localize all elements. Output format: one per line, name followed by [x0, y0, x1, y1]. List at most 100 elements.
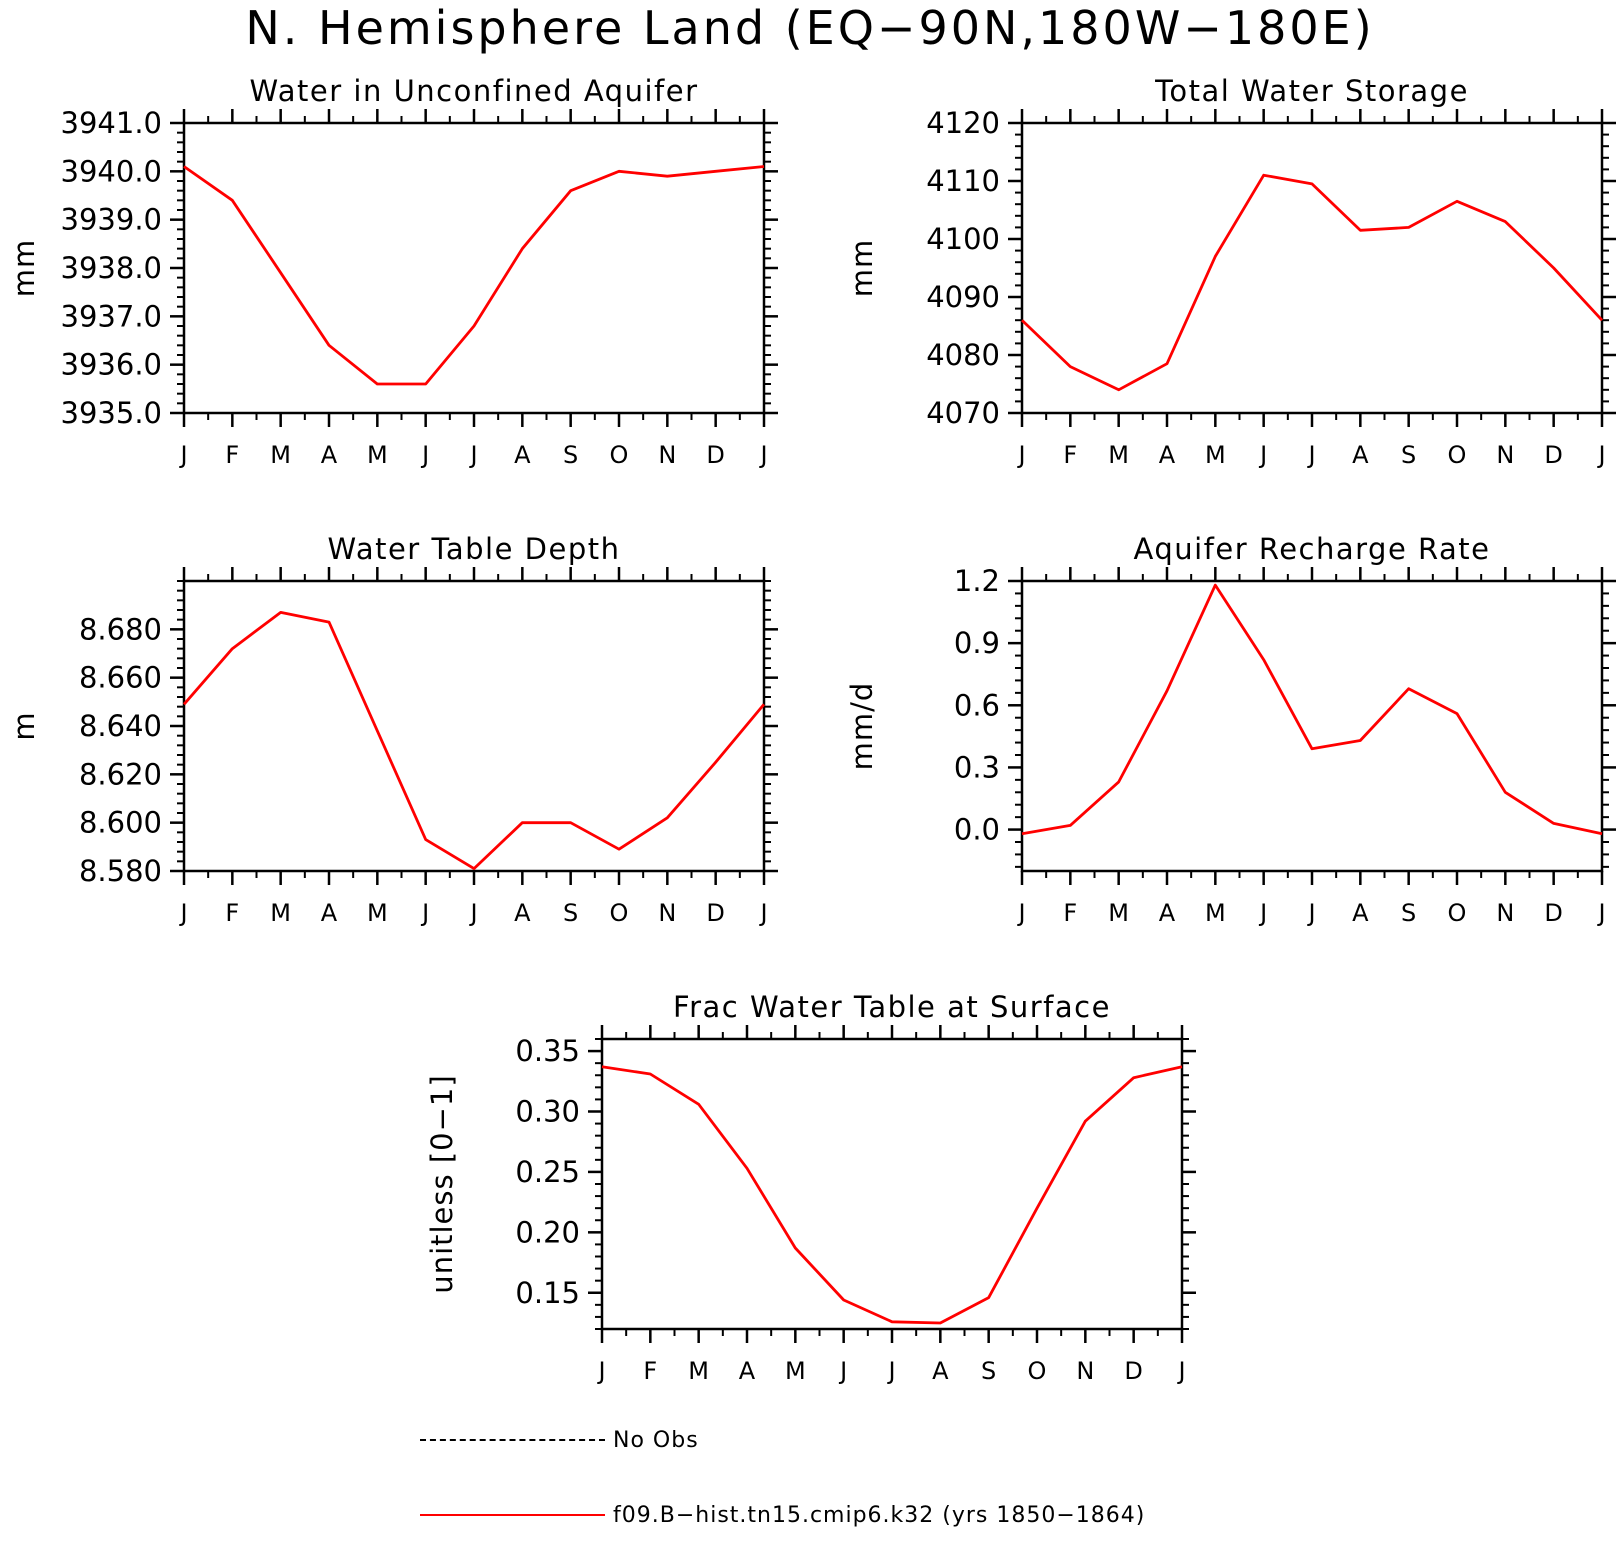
- x-tick-label: A: [932, 1357, 949, 1385]
- x-tick-label: A: [514, 899, 531, 927]
- y-axis-label: mm/d: [845, 682, 879, 771]
- x-tick-label: J: [838, 1357, 847, 1385]
- x-tick-label: J: [1176, 1357, 1185, 1385]
- legend-dashed-swatch: [420, 1439, 605, 1441]
- x-tick-label: M: [688, 1357, 709, 1385]
- x-tick-label: M: [1205, 899, 1226, 927]
- x-tick-label: N: [658, 441, 676, 469]
- x-tick-label: J: [1016, 441, 1025, 469]
- y-tick-label: 3936.0: [61, 348, 162, 382]
- x-tick-label: O: [610, 441, 629, 469]
- panel-title: Water Table Depth: [328, 532, 621, 566]
- x-tick-label: O: [1448, 899, 1467, 927]
- y-tick-label: 0.6: [954, 688, 1000, 722]
- legend: No Obs f09.B−hist.tn15.cmip6.k32 (yrs 18…: [420, 1425, 1220, 1535]
- charts-canvas: J F M A M J J A S O N D J 3935.0 3936.0 3937.0 3938.0 393…: [7, 74, 1616, 1385]
- y-tick-label: 3941.0: [61, 106, 162, 140]
- x-tick-label: J: [1306, 441, 1315, 469]
- y-tick-label: 8.600: [79, 806, 162, 840]
- legend-solid-swatch: [420, 1514, 605, 1516]
- x-tick-label: J: [468, 441, 477, 469]
- x-tick-label: N: [1076, 1357, 1094, 1385]
- x-tick-label: M: [367, 441, 388, 469]
- series-line: [182, 611, 766, 870]
- legend-entry-no-obs: No Obs: [420, 1425, 699, 1455]
- y-tick-label: 4120: [926, 106, 1000, 140]
- x-tick-label: N: [658, 899, 676, 927]
- y-axis-label: mm: [845, 239, 879, 298]
- x-tick-label: J: [178, 899, 187, 927]
- y-tick-label: 0.25: [515, 1155, 580, 1189]
- x-tick-label: J: [758, 441, 767, 469]
- x-tick-label: J: [1306, 899, 1315, 927]
- y-tick-label: 8.580: [79, 854, 162, 888]
- y-tick-label: 3938.0: [61, 251, 162, 285]
- x-tick-label: A: [739, 1357, 756, 1385]
- x-tick-label: A: [514, 441, 531, 469]
- y-tick-label: 0.15: [515, 1276, 580, 1310]
- y-axis-label: unitless [0−1]: [425, 1074, 459, 1293]
- x-tick-label: S: [563, 899, 578, 927]
- x-tick-label: M: [1205, 441, 1226, 469]
- y-tick-label: 4100: [926, 222, 1000, 256]
- x-tick-label: A: [321, 441, 338, 469]
- y-tick-label: 4110: [926, 164, 1000, 198]
- x-tick-label: J: [1596, 441, 1605, 469]
- chart-panel-1: J F M A M J J A S O N D J 3935.0 3936.0 3937.0 3938.0 393…: [7, 74, 778, 469]
- x-tick-label: O: [1028, 1357, 1047, 1385]
- y-tick-label: 0.35: [515, 1034, 580, 1068]
- x-tick-label: S: [1401, 899, 1416, 927]
- x-tick-label: A: [1352, 899, 1369, 927]
- x-tick-label: S: [563, 441, 578, 469]
- y-tick-label: 1.2: [954, 564, 1000, 598]
- chart-panel-2: J F M A M J J A S O N D J 4070 4080 4090 4100 4110 4120 Tot…: [845, 74, 1616, 469]
- x-tick-label: O: [1448, 441, 1467, 469]
- x-tick-label: D: [706, 899, 724, 927]
- x-tick-label: J: [468, 899, 477, 927]
- y-tick-label: 4090: [926, 280, 1000, 314]
- x-tick-label: J: [1016, 899, 1025, 927]
- x-tick-label: M: [270, 899, 291, 927]
- x-tick-label: M: [1108, 441, 1129, 469]
- y-tick-label: 8.680: [79, 612, 162, 646]
- x-tick-label: M: [785, 1357, 806, 1385]
- plot-frame: [1020, 579, 1604, 873]
- series-line: [183, 165, 765, 386]
- plot-frame: [600, 1037, 1184, 1331]
- y-tick-label: 0.3: [954, 750, 1000, 784]
- x-tick-label: M: [367, 899, 388, 927]
- x-tick-label: J: [1258, 899, 1267, 927]
- x-tick-label: A: [1352, 441, 1369, 469]
- x-tick-label: J: [596, 1357, 605, 1385]
- legend-label-no-obs: No Obs: [613, 1427, 699, 1453]
- chart-panel-4: J F M A M J J A S O N D J 0.0 0.3 0.6 0.9 1.2 Aquifer Rech…: [845, 532, 1616, 927]
- x-tick-label: F: [225, 441, 239, 469]
- x-tick-label: M: [1108, 899, 1129, 927]
- y-tick-label: 0.30: [515, 1095, 580, 1129]
- x-tick-label: D: [706, 441, 724, 469]
- x-tick-label: J: [1258, 441, 1267, 469]
- series-line: [601, 1065, 1183, 1325]
- chart-panel-5: J F M A M J J A S O N D J 0.15 0.20 0.25 0.30 0.35 Frac Wa…: [425, 990, 1196, 1385]
- y-tick-label: 3940.0: [61, 154, 162, 188]
- x-tick-label: J: [758, 899, 767, 927]
- plot-frame: [182, 121, 766, 415]
- y-tick-label: 8.620: [79, 757, 162, 791]
- page-title: N. Hemisphere Land (EQ−90N,180W−180E): [245, 1, 1375, 55]
- y-tick-label: 8.660: [79, 661, 162, 695]
- panel-title: Water in Unconfined Aquifer: [249, 74, 698, 108]
- panel-title: Aquifer Recharge Rate: [1133, 532, 1490, 566]
- x-tick-label: J: [178, 441, 187, 469]
- x-tick-label: J: [886, 1357, 895, 1385]
- y-tick-label: 8.640: [79, 709, 162, 743]
- x-tick-label: F: [1063, 899, 1077, 927]
- y-axis-label: m: [7, 711, 41, 740]
- x-tick-label: A: [321, 899, 338, 927]
- y-tick-label: 0.0: [954, 813, 1000, 847]
- x-tick-label: F: [225, 899, 239, 927]
- series-line: [1021, 583, 1603, 836]
- plot-frame: [1020, 121, 1604, 415]
- x-tick-label: O: [610, 899, 629, 927]
- x-tick-label: F: [1063, 441, 1077, 469]
- x-tick-label: F: [643, 1357, 657, 1385]
